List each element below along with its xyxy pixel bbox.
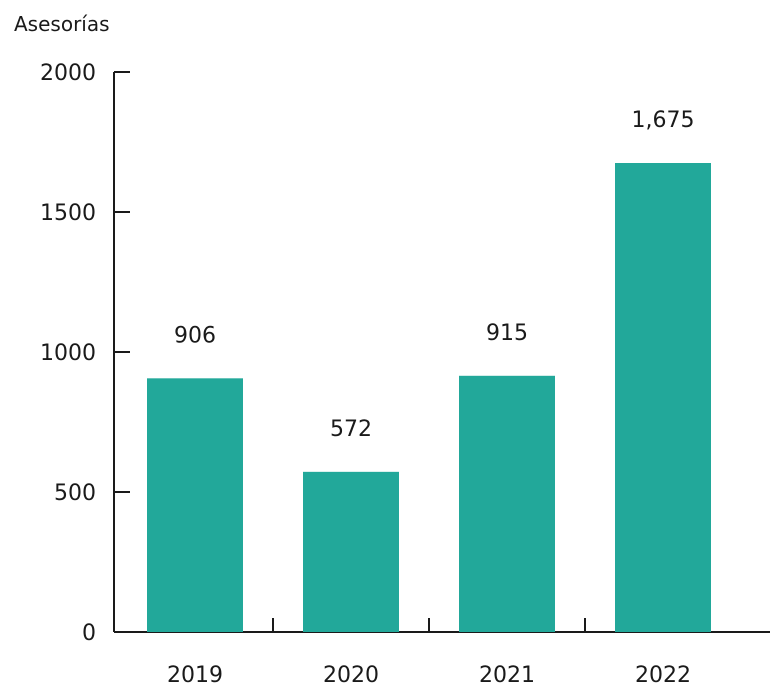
- bar-2019: [147, 378, 243, 632]
- data-labels: 906 572 915 1,675: [174, 108, 694, 442]
- y-axis: 0 500 1000 1500 2000: [40, 61, 130, 646]
- y-tick-label: 1000: [40, 341, 96, 366]
- data-label-2021: 915: [486, 321, 528, 346]
- x-tick-label-2019: 2019: [167, 663, 223, 686]
- y-tick-label: 1500: [40, 201, 96, 226]
- y-tick-label: 2000: [40, 61, 96, 86]
- bar-2020: [303, 471, 399, 632]
- data-label-2020: 572: [330, 417, 372, 442]
- x-tick-label-2020: 2020: [323, 663, 379, 686]
- bar-2021: [459, 375, 555, 632]
- y-tick-label: 500: [54, 481, 96, 506]
- data-label-2022: 1,675: [632, 108, 695, 133]
- bars: [147, 163, 711, 632]
- y-tick-label: 0: [82, 621, 96, 646]
- data-label-2019: 906: [174, 323, 216, 348]
- x-tick-label-2022: 2022: [635, 663, 691, 686]
- y-axis-title: Asesorías: [14, 12, 110, 36]
- x-tick-label-2021: 2021: [479, 663, 535, 686]
- bar-2022: [615, 163, 711, 632]
